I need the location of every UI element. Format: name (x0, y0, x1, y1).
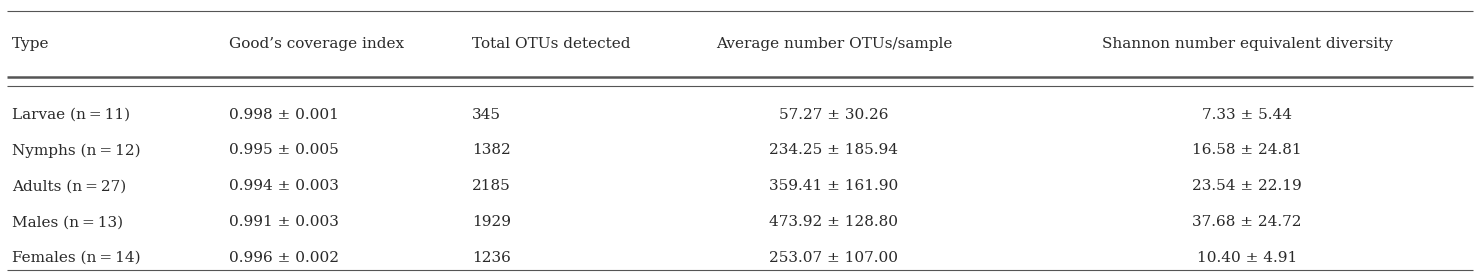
Text: 0.995 ± 0.005: 0.995 ± 0.005 (229, 144, 338, 157)
Text: Total OTUs detected: Total OTUs detected (472, 37, 630, 51)
Text: 234.25 ± 185.94: 234.25 ± 185.94 (769, 144, 899, 157)
Text: 359.41 ± 161.90: 359.41 ± 161.90 (769, 179, 899, 193)
Text: 253.07 ± 107.00: 253.07 ± 107.00 (769, 251, 899, 265)
Text: Adults (n = 27): Adults (n = 27) (12, 179, 125, 193)
Text: 0.991 ± 0.003: 0.991 ± 0.003 (229, 215, 338, 229)
Text: 57.27 ± 30.26: 57.27 ± 30.26 (779, 108, 889, 121)
Text: Males (n = 13): Males (n = 13) (12, 215, 123, 229)
Text: 0.994 ± 0.003: 0.994 ± 0.003 (229, 179, 338, 193)
Text: 2185: 2185 (472, 179, 511, 193)
Text: Larvae (n = 11): Larvae (n = 11) (12, 108, 130, 121)
Text: 0.996 ± 0.002: 0.996 ± 0.002 (229, 251, 339, 265)
Text: Nymphs (n = 12): Nymphs (n = 12) (12, 143, 140, 158)
Text: Shannon number equivalent diversity: Shannon number equivalent diversity (1101, 37, 1393, 51)
Text: 0.998 ± 0.001: 0.998 ± 0.001 (229, 108, 338, 121)
Text: 473.92 ± 128.80: 473.92 ± 128.80 (769, 215, 899, 229)
Text: 1382: 1382 (472, 144, 511, 157)
Text: 23.54 ± 22.19: 23.54 ± 22.19 (1193, 179, 1302, 193)
Text: 10.40 ± 4.91: 10.40 ± 4.91 (1197, 251, 1297, 265)
Text: Good’s coverage index: Good’s coverage index (229, 37, 404, 51)
Text: 37.68 ± 24.72: 37.68 ± 24.72 (1193, 215, 1302, 229)
Text: Females (n = 14): Females (n = 14) (12, 251, 140, 265)
Text: 1236: 1236 (472, 251, 511, 265)
Text: 345: 345 (472, 108, 502, 121)
Text: 7.33 ± 5.44: 7.33 ± 5.44 (1203, 108, 1292, 121)
Text: 1929: 1929 (472, 215, 511, 229)
Text: Type: Type (12, 37, 49, 51)
Text: 16.58 ± 24.81: 16.58 ± 24.81 (1193, 144, 1302, 157)
Text: Average number OTUs/sample: Average number OTUs/sample (716, 37, 952, 51)
